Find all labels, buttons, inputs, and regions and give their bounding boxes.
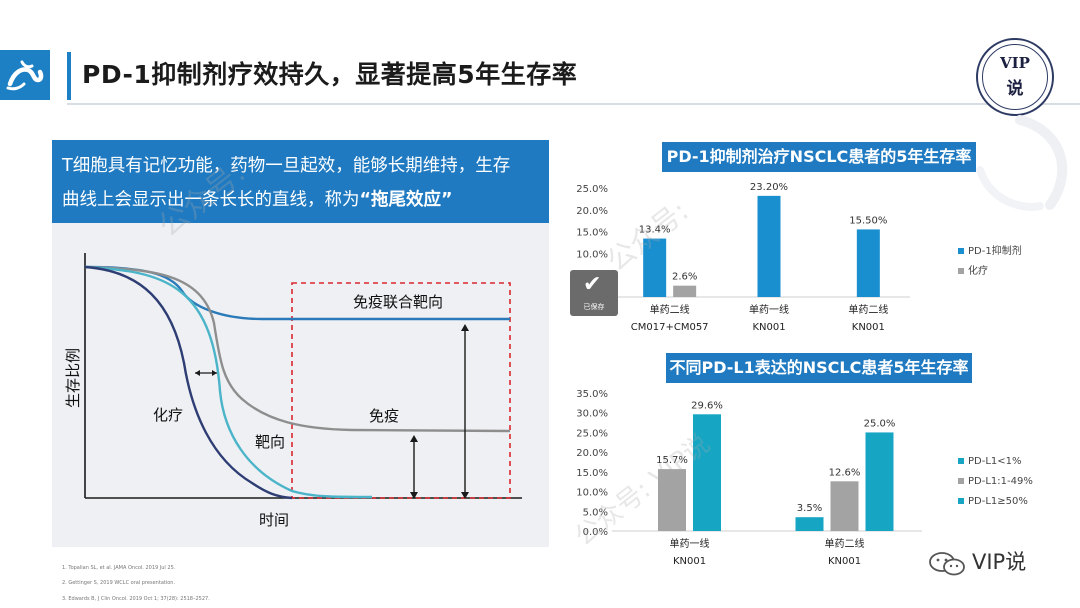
y-tick-label: 0.0% (583, 527, 608, 538)
y-axis-label: 生存比例 (64, 348, 82, 408)
legend-swatch (958, 248, 964, 254)
data-label: 15.50% (849, 215, 887, 226)
callout-line-2-text: 曲线上会显示出一条长长的直线，称为 (62, 190, 360, 210)
chart1-os-by-regimen: 0.0%5.0%10.0%15.0%20.0%25.0%单药二线CM017+CM… (576, 182, 1022, 333)
bar-PD-L1<1% (795, 517, 824, 531)
callout-emphasis: “拖尾效应” (359, 190, 453, 210)
bar-PD-1抑制剂 (757, 195, 781, 297)
category-label: KN001 (852, 322, 885, 333)
curve-immuno (84, 265, 511, 433)
callout-box: T细胞具有记忆功能，药物一旦起效，能够长期维持，生存 曲线上会显示出一条长长的直… (52, 140, 549, 223)
bar-PD-L1≥50% (693, 414, 721, 531)
label-chemo: 化疗 (153, 406, 183, 424)
bar-PD-1抑制剂 (856, 229, 880, 297)
y-tick-label: 20.0% (576, 206, 608, 217)
decorative-swirl (976, 115, 1068, 211)
reference-1: 1. Topalian SL, et al. JAMA Oncol. 2019 … (62, 565, 176, 571)
chart2-os-by-pdl1: 0.0% 5.0% 10.0% 15.0% 20.0% 25.0% 30.0% 35.0% 单药… (576, 389, 1033, 567)
y-tick-label: 20.0% (576, 448, 608, 459)
category-label: 单药二线 (650, 303, 690, 316)
y-tick-label: 25.0% (576, 184, 608, 195)
y-tick-label: 35.0% (576, 389, 608, 400)
legend-swatch (958, 458, 964, 464)
category-label: 单药二线 (825, 537, 865, 550)
wechat-icon (929, 552, 965, 576)
y-tick-label: 15.0% (576, 468, 608, 479)
data-label: 2.6% (672, 272, 697, 283)
reference-3: 3. Edwards B, J Clin Oncol. 2019 Oct 1; … (62, 596, 210, 602)
curve-targeted (84, 265, 373, 499)
vip-badge-line2: 说 (1006, 79, 1024, 99)
bar-PD-1抑制剂 (643, 238, 667, 297)
bar-PD-L1≥50% (865, 432, 894, 531)
legend-label: 化疗 (968, 264, 988, 277)
page-title: PD-1抑制剂疗效持久，显著提高5年生存率 (82, 60, 578, 89)
curve-chemo (84, 265, 293, 500)
x-axis-label: 时间 (259, 511, 289, 529)
reference-2: 2. Gettinger S, 2019 WCLC oral presentat… (62, 580, 176, 586)
legend-label: PD-L1:1-49% (968, 476, 1033, 487)
label-targeted: 靶向 (255, 433, 285, 451)
shift-arrow-heads (195, 370, 217, 376)
saved-label: 已保存 (583, 303, 605, 311)
legend-swatch (958, 478, 964, 484)
category-label: KN001 (828, 556, 861, 567)
callout-line-2: 曲线上会显示出一条长长的直线，称为“拖尾效应” (62, 186, 453, 211)
legend-label: PD-L1<1% (968, 456, 1022, 467)
saved-badge[interactable]: ✔ 已保存 (570, 270, 618, 316)
vip-badge-line1: VIP (1000, 54, 1030, 72)
callout-line-1: T细胞具有记忆功能，药物一旦起效，能够长期维持，生存 (62, 156, 511, 176)
data-label: 3.5% (797, 503, 822, 514)
data-label: 29.6% (691, 400, 723, 411)
legend-label: PD-1抑制剂 (968, 244, 1022, 257)
category-label: 单药一线 (670, 537, 710, 550)
category-label: 单药二线 (848, 303, 888, 316)
y-tick-label: 30.0% (576, 409, 608, 420)
data-label: 12.6% (829, 467, 861, 478)
stomach-icon (6, 60, 44, 91)
y-tick-label: 10.0% (576, 249, 608, 260)
data-label: 25.0% (864, 418, 896, 429)
title-accent-bar (67, 52, 71, 100)
vip-badge: VIP 说 (976, 38, 1054, 116)
bar-化疗 (673, 285, 697, 297)
category-label: 单药一线 (749, 303, 789, 316)
bar-PD-L1:1-49% (830, 481, 859, 531)
y-tick-label: 5.0% (583, 507, 608, 518)
label-immuno: 免疫 (369, 407, 399, 425)
y-tick-label: 25.0% (576, 428, 608, 439)
vip-badge-ring (982, 44, 1048, 110)
footer-brand: VIP说 (972, 550, 1027, 574)
legend-swatch (958, 498, 964, 504)
y-tick-label: 15.0% (576, 228, 608, 239)
data-label: 15.7% (656, 455, 688, 466)
data-label: 23.20% (750, 182, 788, 193)
check-icon: ✔ (583, 272, 602, 297)
data-label: 13.4% (639, 225, 671, 236)
immuno-gain-arrow-heads (410, 435, 418, 499)
legend-label: PD-L1≥50% (968, 496, 1028, 507)
brand-logo (0, 50, 50, 100)
bar-PD-L1:1-49% (658, 469, 686, 531)
label-immuno-combo: 免疫联合靶向 (353, 293, 443, 311)
category-label: KN001 (752, 322, 785, 333)
header-divider (67, 103, 1080, 105)
legend-swatch (958, 268, 964, 274)
y-tick-label: 10.0% (576, 488, 608, 499)
tail-effect-box (291, 282, 511, 499)
chart2-title: 不同PD-L1表达的NSCLC患者5年生存率 (666, 353, 972, 383)
category-label: KN001 (673, 556, 706, 567)
survival-curve-diagram: 生存比例 时间 免疫联合靶向 免疫 化疗 靶向 (64, 253, 522, 529)
category-label: CM017+CM057 (631, 322, 709, 333)
chart1-title: PD-1抑制剂治疗NSCLC患者的5年生存率 (662, 142, 976, 172)
